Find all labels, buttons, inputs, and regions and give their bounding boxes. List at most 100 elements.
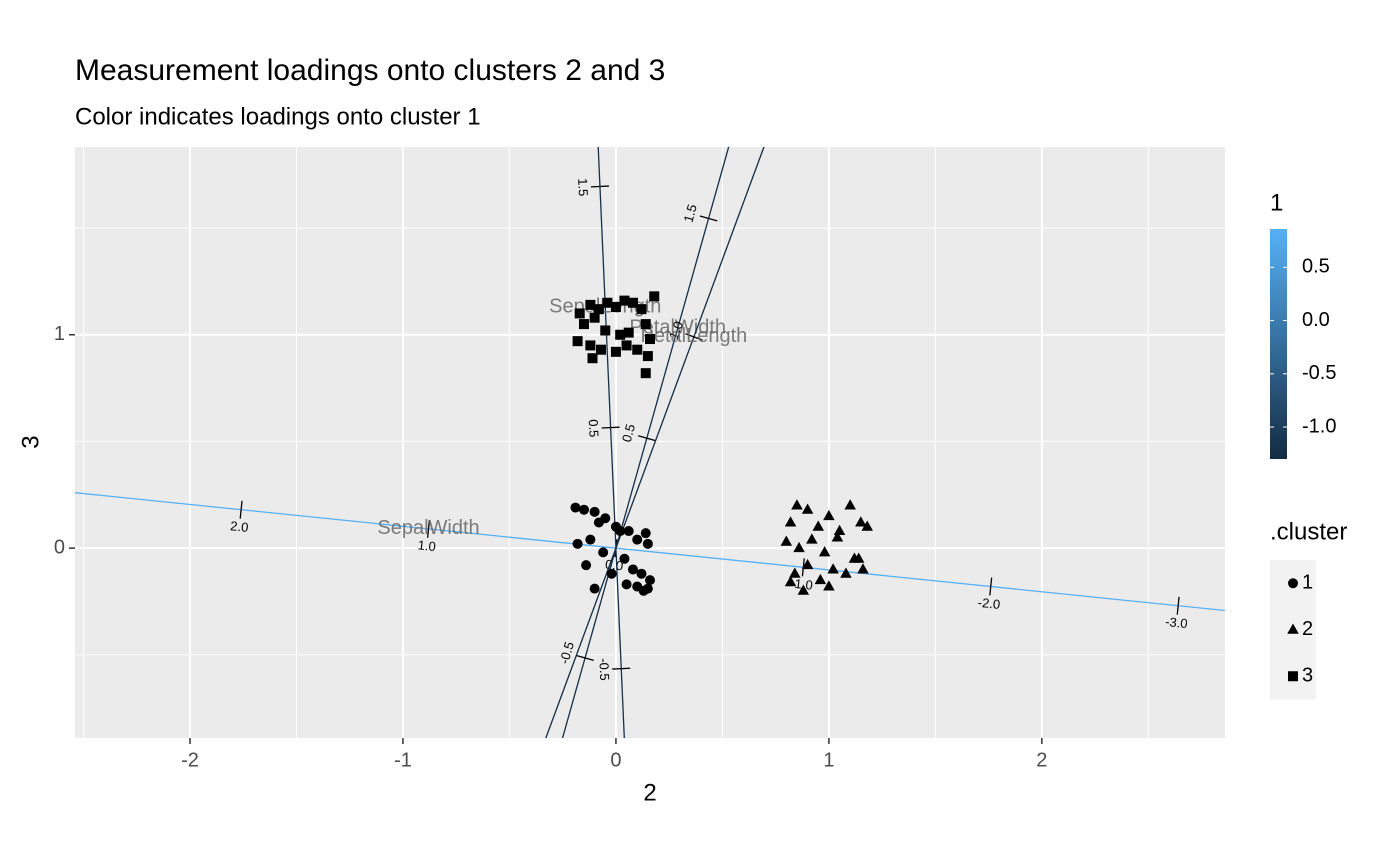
- point: [600, 513, 611, 524]
- variable-tick-label: -0.5: [596, 658, 612, 681]
- point: [831, 531, 844, 542]
- point: [861, 520, 873, 531]
- point: [572, 538, 583, 549]
- grid: [75, 147, 1225, 738]
- point: [574, 308, 585, 319]
- y-tick-label: 0: [54, 536, 65, 558]
- variable-tick: [989, 577, 993, 596]
- variable-tick: [426, 519, 431, 538]
- legend-label: 2: [1302, 618, 1313, 640]
- point: [596, 344, 607, 355]
- colorbar: [1270, 229, 1287, 459]
- point: [581, 560, 592, 571]
- point: [627, 564, 638, 575]
- point: [600, 325, 611, 336]
- point: [812, 520, 824, 531]
- point: [636, 304, 647, 315]
- point: [789, 567, 801, 578]
- point: [818, 546, 831, 557]
- point: [570, 502, 581, 513]
- point: [593, 304, 604, 315]
- point: [823, 580, 835, 591]
- point: [589, 583, 600, 594]
- point: [645, 334, 655, 345]
- variable-tick: [685, 333, 703, 341]
- variable-tick-label: 2.0: [230, 518, 250, 535]
- y-tick-label: 1: [54, 323, 65, 345]
- point: [602, 297, 613, 308]
- point: [585, 534, 596, 545]
- variable-tick-label: 1.0: [666, 319, 686, 341]
- point: [855, 516, 867, 527]
- variable-label: SepalWidth: [377, 517, 479, 539]
- point: [589, 312, 600, 323]
- point: [844, 499, 856, 510]
- point: [623, 526, 634, 537]
- variable-tick-label: -0.5: [556, 640, 577, 666]
- variable-tick-label: -1.0: [790, 576, 814, 593]
- variable-tick: [612, 667, 631, 670]
- colorbar-tick-label: -1.0: [1302, 415, 1336, 437]
- variable-tick-label: 0.5: [619, 422, 638, 443]
- point: [640, 368, 651, 379]
- point: [784, 516, 797, 527]
- point: [606, 568, 617, 579]
- variable-label: PetalLength: [640, 325, 747, 347]
- variable-tick-label: 0.5: [586, 419, 602, 438]
- axes: -2 -1 0 1 2 0 1: [54, 323, 1048, 771]
- point: [589, 506, 600, 517]
- point: [619, 295, 630, 306]
- variable-tick: [1176, 596, 1180, 615]
- point: [578, 319, 589, 330]
- chart-title: Measurement loadings onto clusters 2 and…: [75, 54, 665, 87]
- legend: 0.5 0.0 -0.5 -1.0 1 2 3: [1270, 229, 1336, 700]
- point: [598, 547, 609, 558]
- point: [610, 302, 621, 313]
- point: [649, 291, 660, 302]
- variable-tick-label: 1.0: [417, 537, 437, 554]
- point: [610, 346, 621, 357]
- x-tick-label: 1: [823, 749, 834, 771]
- point: [642, 351, 653, 362]
- point: [587, 353, 598, 364]
- variable-tick: [637, 435, 656, 442]
- point: [632, 344, 643, 355]
- point: [615, 526, 626, 537]
- variable-tick-label: 0.0: [604, 557, 624, 574]
- point: [840, 567, 852, 578]
- point: [642, 583, 653, 594]
- legend-label: 3: [1302, 665, 1313, 687]
- point: [621, 579, 632, 590]
- point: [780, 535, 793, 546]
- point: [642, 538, 653, 549]
- legend-label: 1: [1302, 572, 1313, 594]
- point: [632, 534, 643, 545]
- colorbar-tick-label: 0.5: [1302, 256, 1330, 278]
- point: [857, 563, 869, 574]
- point: [621, 340, 632, 351]
- point: [585, 299, 596, 310]
- variable-tick: [590, 185, 609, 188]
- variable-tick-label: 1.5: [681, 203, 700, 224]
- point: [645, 575, 655, 586]
- point: [801, 558, 814, 570]
- point: [640, 528, 651, 539]
- point: [793, 541, 805, 553]
- point: [852, 552, 865, 563]
- variable-tick-label: -3.0: [1165, 614, 1189, 631]
- point: [833, 524, 846, 536]
- colorbar-tick-label: 0.0: [1302, 309, 1330, 331]
- variable-tick: [699, 215, 718, 222]
- point: [827, 563, 839, 574]
- points: [570, 291, 873, 596]
- point: [784, 575, 797, 587]
- point: [801, 503, 814, 514]
- point: [823, 509, 835, 521]
- point: [806, 533, 818, 544]
- variable-tick: [576, 654, 594, 662]
- legend-marker: [1287, 623, 1299, 634]
- point: [636, 568, 647, 579]
- point: [585, 340, 596, 351]
